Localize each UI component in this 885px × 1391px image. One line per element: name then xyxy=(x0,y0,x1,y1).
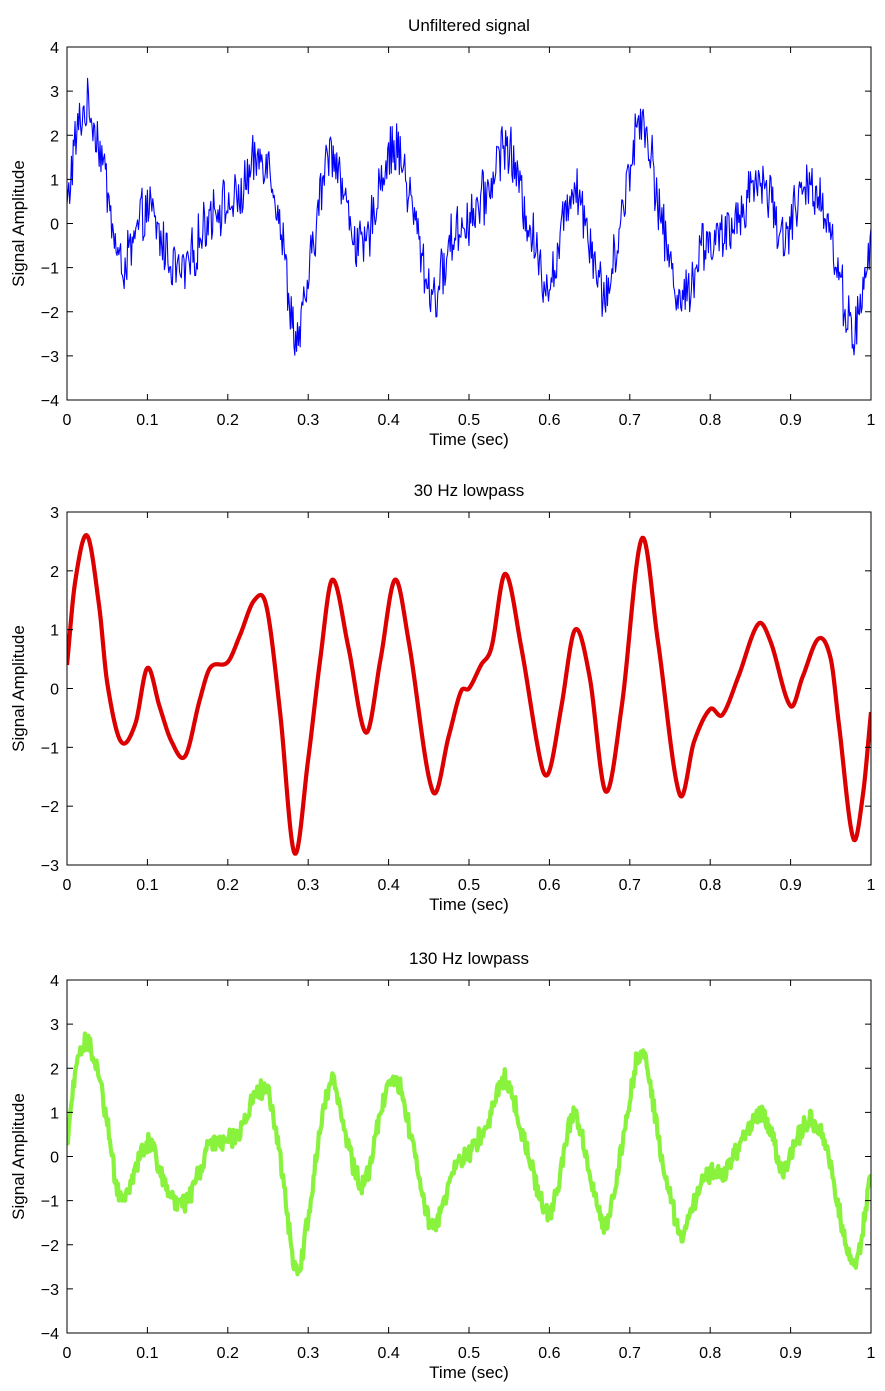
y-tick-label: 0 xyxy=(50,217,59,234)
x-tick-label: 0.9 xyxy=(779,1345,801,1362)
x-tick-label: 0.4 xyxy=(377,412,399,429)
x-axis-label: Time (sec) xyxy=(429,1363,509,1382)
x-tick-label: 0.5 xyxy=(458,1345,480,1362)
x-tick-label: 0.8 xyxy=(699,877,721,894)
y-tick-label: 0 xyxy=(50,1150,59,1167)
x-tick-label: 0.7 xyxy=(619,877,641,894)
x-tick-label: 0.7 xyxy=(619,412,641,429)
x-tick-label: 0.6 xyxy=(538,412,560,429)
y-axis-label: Signal Amplitude xyxy=(9,625,28,752)
chart-title: Unfiltered signal xyxy=(408,16,530,35)
y-tick-label: 1 xyxy=(50,172,59,189)
chart-lowpass-30hz: 0 0.1 0.2 0.3 0.4 0.5 0.6 0.7 0.8 0.9 1 −3 −2 −1 0 1 2 3 3… xyxy=(9,481,876,914)
x-axis-label: Time (sec) xyxy=(429,430,509,449)
axes-frame xyxy=(66,46,872,401)
y-tick-label: −2 xyxy=(41,799,59,816)
series-line-lowpass-130hz xyxy=(67,1031,871,1277)
x-tick-label: 0.3 xyxy=(297,1345,319,1362)
y-tick-label: −3 xyxy=(41,1282,59,1299)
x-tick-label: 0.8 xyxy=(699,412,721,429)
x-tick-label: 0.1 xyxy=(136,412,158,429)
x-tick-label: 0.9 xyxy=(779,412,801,429)
x-tick-label: 0.5 xyxy=(458,412,480,429)
y-tick-label: 3 xyxy=(50,505,59,522)
y-tick-label: −1 xyxy=(41,1194,59,1211)
x-tick-label: 0.8 xyxy=(699,1345,721,1362)
y-axis-label: Signal Amplitude xyxy=(9,1093,28,1220)
x-tick-label: 0.3 xyxy=(297,877,319,894)
y-tick-label: 2 xyxy=(50,564,59,581)
x-tick-label: 0.4 xyxy=(377,1345,399,1362)
x-tick-label: 0 xyxy=(63,1345,72,1362)
y-tick-label: −4 xyxy=(41,1326,59,1343)
y-tick-label: −2 xyxy=(41,305,59,322)
chart-lowpass-130hz: 0 0.1 0.2 0.3 0.4 0.5 0.6 0.7 0.8 0.9 1 −4 −3 −2 −1 0 1 2… xyxy=(9,949,876,1382)
x-tick-label: 0.2 xyxy=(217,1345,239,1362)
y-tick-label: 3 xyxy=(50,84,59,101)
x-tick-label: 1 xyxy=(867,1345,876,1362)
y-tick-label: −1 xyxy=(41,261,59,278)
x-tick-label: 0 xyxy=(63,412,72,429)
x-tick-label: 0 xyxy=(63,877,72,894)
x-tick-label: 1 xyxy=(867,412,876,429)
y-tick-label: −1 xyxy=(41,740,59,757)
x-tick-label: 1 xyxy=(867,877,876,894)
x-tick-label: 0.9 xyxy=(779,877,801,894)
x-tick-label: 0.1 xyxy=(136,1345,158,1362)
y-axis-label: Signal Amplitude xyxy=(9,160,28,287)
y-tick-label: 2 xyxy=(50,1061,59,1078)
y-tick-label: 2 xyxy=(50,128,59,145)
y-tick-label: 0 xyxy=(50,682,59,699)
y-tick-label: −2 xyxy=(41,1238,59,1255)
x-tick-label: 0.6 xyxy=(538,1345,560,1362)
y-tick-label: 4 xyxy=(50,40,59,57)
y-tick-label: 1 xyxy=(50,1105,59,1122)
x-tick-label: 0.3 xyxy=(297,412,319,429)
chart-unfiltered: 0 0.1 0.2 0.3 0.4 0.5 0.6 0.7 0.8 0.9 1 −4 −3 −2 −1 0 1 2… xyxy=(9,16,876,449)
x-tick-label: 0.1 xyxy=(136,877,158,894)
chart-title: 30 Hz lowpass xyxy=(414,481,525,500)
y-tick-label: −3 xyxy=(41,349,59,366)
x-axis-label: Time (sec) xyxy=(429,895,509,914)
y-tick-label: −4 xyxy=(41,393,59,410)
y-tick-label: 3 xyxy=(50,1017,59,1034)
x-tick-label: 0.7 xyxy=(619,1345,641,1362)
y-tick-label: −3 xyxy=(41,858,59,875)
x-tick-label: 0.2 xyxy=(217,412,239,429)
y-tick-label: 1 xyxy=(50,623,59,640)
x-tick-label: 0.5 xyxy=(458,877,480,894)
chart-title: 130 Hz lowpass xyxy=(409,949,529,968)
y-tick-label: 4 xyxy=(50,973,59,990)
x-tick-label: 0.2 xyxy=(217,877,239,894)
x-tick-label: 0.6 xyxy=(538,877,560,894)
x-tick-label: 0.4 xyxy=(377,877,399,894)
series-line-lowpass-30hz xyxy=(67,533,871,856)
series-line-unfiltered xyxy=(67,77,871,356)
